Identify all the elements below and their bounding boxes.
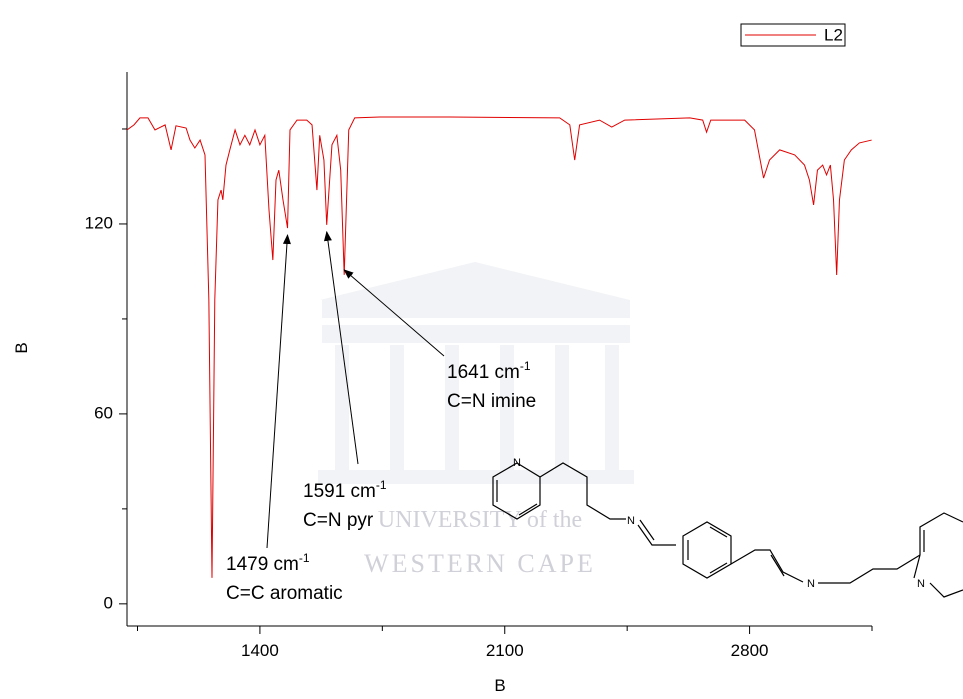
- annotation-superscript: -1: [299, 551, 310, 565]
- atom-label: N: [807, 578, 815, 590]
- y-tick-label: 0: [104, 593, 113, 612]
- annotation-label: 1641 cm-1: [447, 359, 531, 383]
- atom-label: N: [513, 457, 521, 469]
- watermark-building: [318, 262, 634, 484]
- watermark-text: WESTERN CAPE: [364, 549, 596, 578]
- spectrum-line: [126, 116, 872, 578]
- x-tick-label: 1400: [241, 641, 279, 660]
- atom-label: N: [917, 578, 925, 590]
- molecule: [492, 462, 963, 598]
- atom-label: N: [627, 515, 635, 527]
- legend-label: L2: [824, 25, 843, 44]
- annotation-label: 1591 cm-1: [303, 478, 387, 502]
- annotation-line2: C=N imine: [447, 391, 536, 412]
- annotation-text: 1591 cm: [303, 481, 376, 502]
- annotation-text: 1641 cm: [447, 362, 520, 383]
- y-tick-label: 120: [85, 213, 113, 232]
- y-axis-label: B: [12, 342, 31, 353]
- annotation-superscript: -1: [376, 478, 387, 492]
- annotation-line2: C=C aromatic: [226, 583, 343, 604]
- annotation-text: 1479 cm: [226, 554, 299, 575]
- annotation-arrow: [323, 230, 359, 465]
- annotation-label: 1479 cm-1: [226, 551, 310, 575]
- annotation-superscript: -1: [520, 359, 531, 373]
- y-tick-label: 60: [94, 403, 113, 422]
- x-tick-label: 2100: [486, 641, 524, 660]
- annotation-arrow: [266, 234, 291, 549]
- annotation-line2: C=N pyr: [303, 510, 374, 531]
- x-tick-label: 2800: [731, 641, 769, 660]
- annotation-arrow: [343, 269, 445, 357]
- watermark-text: UNIVERSITY of the: [378, 507, 582, 533]
- x-axis-label: B: [494, 676, 505, 695]
